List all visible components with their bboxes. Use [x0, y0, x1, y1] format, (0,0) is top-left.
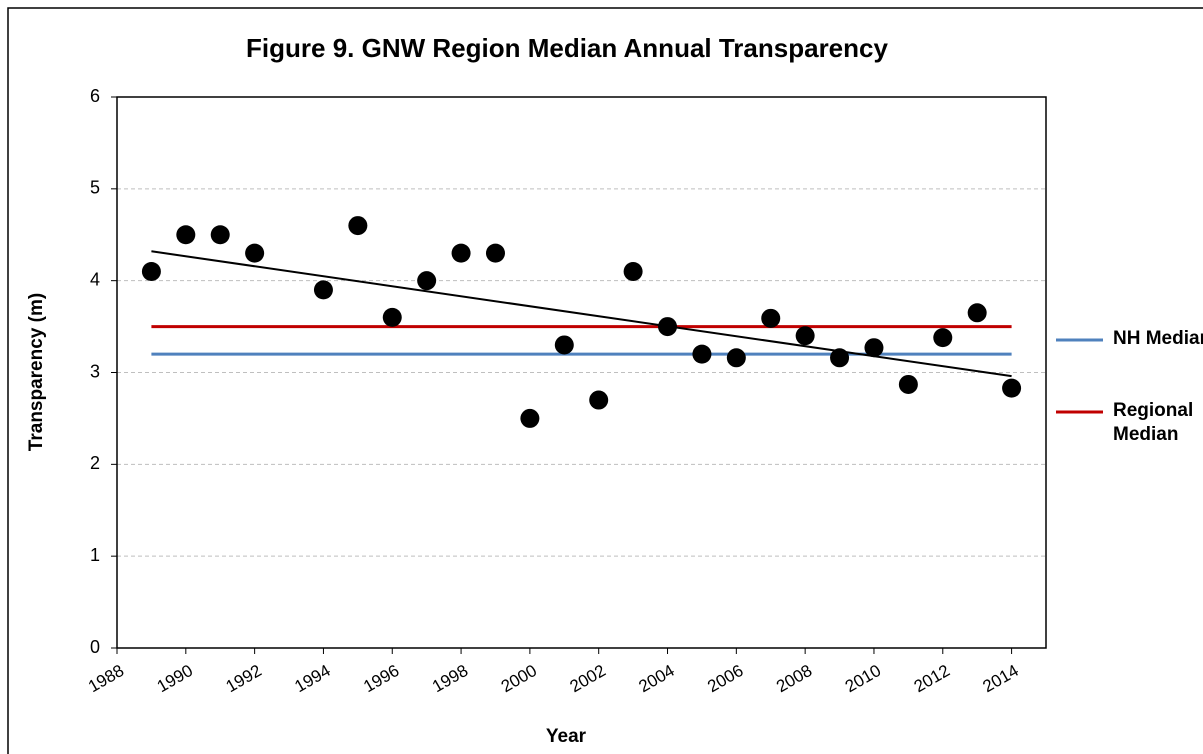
- y-tick-label: 6: [90, 86, 100, 106]
- data-point: [967, 303, 987, 323]
- data-point: [933, 328, 953, 348]
- data-point: [417, 271, 437, 291]
- plot-border: [116, 96, 1047, 649]
- data-point: [864, 338, 884, 358]
- data-point: [554, 335, 574, 355]
- x-axis-label: Year: [546, 726, 587, 747]
- chart-border: [7, 7, 1203, 754]
- data-point: [589, 390, 609, 410]
- legend-label: NH Median: [1113, 328, 1203, 349]
- data-point: [898, 374, 918, 394]
- data-point: [348, 216, 368, 236]
- y-tick-label: 1: [90, 545, 100, 565]
- data-point: [1002, 378, 1022, 398]
- data-point: [210, 225, 230, 245]
- data-point: [313, 280, 333, 300]
- data-point: [485, 243, 505, 263]
- data-point: [830, 348, 850, 368]
- y-tick-label: 2: [90, 453, 100, 473]
- y-tick-label: 4: [90, 269, 100, 289]
- data-point: [141, 261, 161, 281]
- data-point: [658, 317, 678, 337]
- y-tick-label: 5: [90, 178, 100, 198]
- y-tick-label: 0: [90, 637, 100, 657]
- data-point: [692, 344, 712, 364]
- data-point: [623, 261, 643, 281]
- data-point: [245, 243, 265, 263]
- data-point: [726, 348, 746, 368]
- trend-line: [151, 250, 1012, 378]
- data-point: [761, 308, 781, 328]
- data-point: [176, 225, 196, 245]
- y-tick-label: 3: [90, 361, 100, 381]
- data-point: [795, 326, 815, 346]
- data-point: [520, 408, 540, 428]
- legend-label: Regional Median: [1113, 400, 1194, 445]
- data-point: [382, 307, 402, 327]
- chart-title: Figure 9. GNW Region Median Annual Trans…: [246, 33, 888, 63]
- y-axis-label: Transparency (m): [26, 293, 47, 451]
- data-point: [451, 243, 471, 263]
